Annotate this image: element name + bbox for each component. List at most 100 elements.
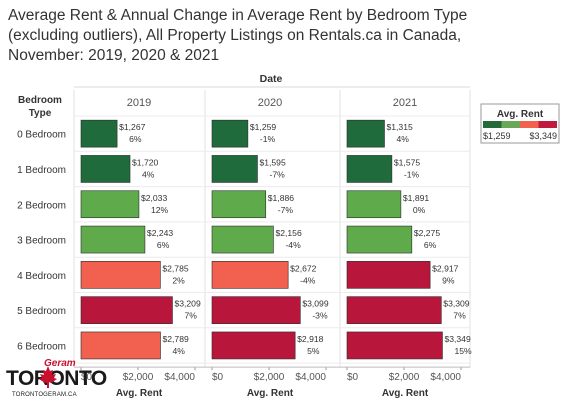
bar-2021-3-bedroom xyxy=(346,225,413,254)
bar-value-label: $2,156 xyxy=(275,228,302,238)
bar-change-label: 4% xyxy=(396,134,409,144)
category-label-6-bedroom: 6 Bedroom xyxy=(17,341,66,352)
x-axis-title: Avg. Rent xyxy=(247,388,294,399)
legend-color-segment xyxy=(501,121,520,128)
x-axis-tick-label: $0 xyxy=(212,372,224,383)
bar-change-label: 6% xyxy=(129,134,142,144)
bar-change-label: 15% xyxy=(454,346,472,356)
bar-2019-1-bedroom xyxy=(80,155,131,183)
chart-title: Average Rent & Annual Change in Average … xyxy=(8,6,478,66)
bar-change-label: 0% xyxy=(413,205,426,215)
bar-change-label: -7% xyxy=(278,205,294,215)
bar-2020-2-bedroom xyxy=(211,190,267,219)
bar-change-label: -4% xyxy=(285,240,301,250)
bar-value-label: $1,267 xyxy=(119,122,146,132)
watermark-toronto-text: TORONTO xyxy=(6,367,107,390)
x-axis-tick-label: $2,000 xyxy=(123,372,154,383)
bar-value-label: $2,785 xyxy=(162,263,189,273)
category-label-2-bedroom: 2 Bedroom xyxy=(17,200,66,211)
category-label-4-bedroom: 4 Bedroom xyxy=(17,271,66,282)
bar-2019-0-bedroom xyxy=(80,119,118,148)
bar-value-label: $2,275 xyxy=(414,228,441,238)
bar-change-label: 5% xyxy=(307,346,320,356)
bar-2020-3-bedroom xyxy=(211,225,274,254)
bar-2019-6-bedroom xyxy=(80,331,161,360)
legend-title: Avg. Rent xyxy=(497,109,544,120)
bar-value-label: $1,259 xyxy=(250,122,277,132)
row-header-title-line-2: Type xyxy=(29,108,52,119)
bar-value-label: $3,349 xyxy=(444,334,471,344)
bar-change-label: 6% xyxy=(157,240,170,250)
category-label-3-bedroom: 3 Bedroom xyxy=(17,236,66,247)
bar-value-label: $1,891 xyxy=(403,193,430,203)
bar-2019-3-bedroom xyxy=(80,225,146,254)
bar-change-label: 12% xyxy=(151,205,169,215)
panel-year-label-2019: 2019 xyxy=(127,97,151,109)
panel-year-label-2020: 2020 xyxy=(258,97,282,109)
bar-2020-6-bedroom xyxy=(211,331,296,360)
bar-2021-1-bedroom xyxy=(346,155,393,183)
bar-value-label: $1,575 xyxy=(394,157,421,167)
bar-value-label: $2,789 xyxy=(162,334,189,344)
bar-value-label: $2,243 xyxy=(147,228,174,238)
bar-2019-5-bedroom xyxy=(80,296,173,324)
chart-title-line-2: (excluding outliers), All Property Listi… xyxy=(8,27,462,44)
x-axis-title: Avg. Rent xyxy=(382,388,429,399)
bar-2021-0-bedroom xyxy=(346,119,385,148)
bar-2019-4-bedroom xyxy=(80,261,161,289)
column-header-title: Date xyxy=(260,73,283,85)
x-axis-tick-label: $0 xyxy=(81,372,93,383)
x-axis-tick-label: $4,000 xyxy=(164,372,195,383)
chart-title-line-1: Average Rent & Annual Change in Average … xyxy=(8,7,468,24)
legend-min-label: $1,259 xyxy=(483,131,511,141)
x-axis-tick-label: $4,000 xyxy=(430,372,461,383)
bar-change-label: 2% xyxy=(172,275,185,285)
bar-change-label: -4% xyxy=(300,275,316,285)
bar-change-label: -3% xyxy=(312,311,328,321)
torontogeram-watermark-logo: Geram TORONTO TORONTOGERAM.CA xyxy=(6,358,107,404)
bar-2021-5-bedroom xyxy=(346,296,442,324)
watermark-geram-text: Geram xyxy=(44,358,76,369)
bar-change-label: -7% xyxy=(269,169,285,179)
x-axis-tick-label: $2,000 xyxy=(389,372,420,383)
panel-year-label-2021: 2021 xyxy=(393,97,417,109)
category-label-5-bedroom: 5 Bedroom xyxy=(17,306,66,317)
bar-value-label: $2,917 xyxy=(432,263,459,273)
x-axis-title: Avg. Rent xyxy=(116,388,163,399)
category-label-1-bedroom: 1 Bedroom xyxy=(17,165,66,176)
category-label-0-bedroom: 0 Bedroom xyxy=(17,130,66,141)
bar-value-label: $3,309 xyxy=(443,299,470,309)
maple-leaf-icon xyxy=(39,366,57,388)
bar-change-label: -1% xyxy=(404,169,420,179)
bar-change-label: 7% xyxy=(184,311,197,321)
x-axis-tick-label: $4,000 xyxy=(295,372,326,383)
bar-change-label: -1% xyxy=(260,134,276,144)
watermark-url-text: TORONTOGERAM.CA xyxy=(12,392,77,398)
bar-2020-1-bedroom xyxy=(211,155,258,183)
legend-color-segment xyxy=(483,121,502,128)
bar-value-label: $1,886 xyxy=(268,193,295,203)
chart-title-line-3: November: 2019, 2020 & 2021 xyxy=(8,47,220,64)
legend-color-segment xyxy=(538,121,557,128)
bar-change-label: 6% xyxy=(424,240,437,250)
bar-value-label: $3,099 xyxy=(302,299,329,309)
bar-value-label: $2,918 xyxy=(297,334,324,344)
bar-value-label: $1,595 xyxy=(259,157,286,167)
bar-value-label: $3,209 xyxy=(174,299,201,309)
bar-2020-0-bedroom xyxy=(211,119,249,148)
bar-value-label: $1,720 xyxy=(132,157,159,167)
bar-value-label: $2,672 xyxy=(290,263,317,273)
legend-color-segment xyxy=(520,121,539,128)
bar-2020-5-bedroom xyxy=(211,296,301,324)
x-axis-tick-label: $0 xyxy=(347,372,359,383)
x-axis-tick-label: $2,000 xyxy=(254,372,285,383)
bar-value-label: $1,315 xyxy=(386,122,413,132)
row-header-title-line-1: Bedroom xyxy=(18,95,62,106)
bar-2019-2-bedroom xyxy=(80,190,140,219)
bar-2021-2-bedroom xyxy=(346,190,402,219)
bar-change-label: 9% xyxy=(442,275,455,285)
bar-value-label: $2,033 xyxy=(141,193,168,203)
bar-change-label: 4% xyxy=(142,169,155,179)
bar-2020-4-bedroom xyxy=(211,261,289,289)
